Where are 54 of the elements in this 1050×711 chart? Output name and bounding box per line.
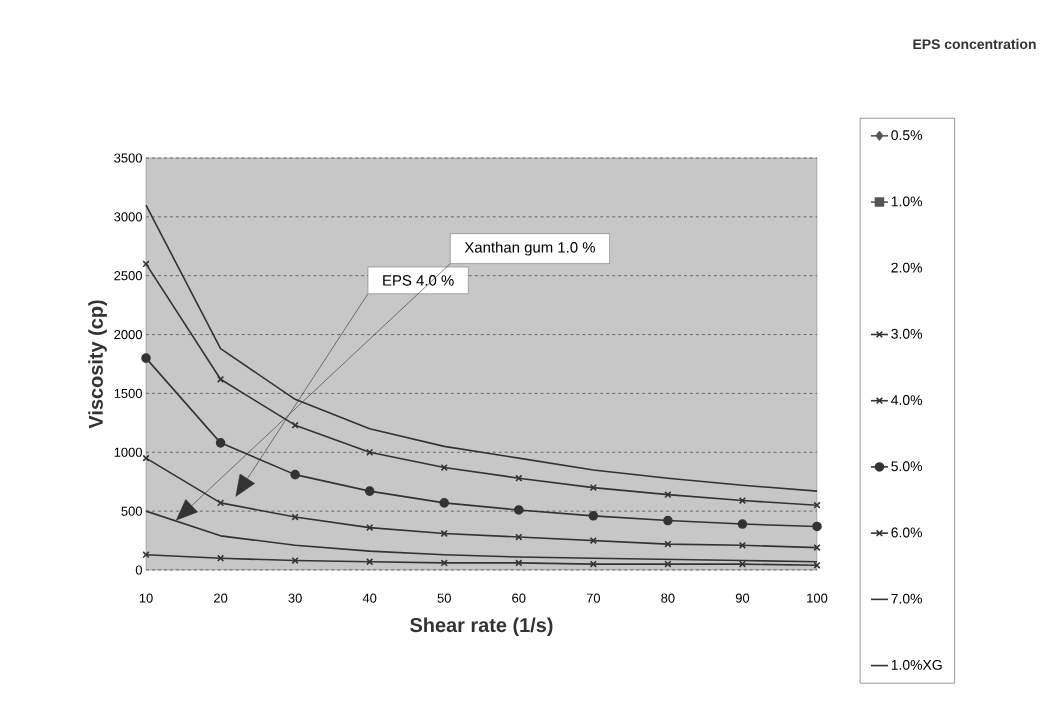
point (663, 515, 673, 526)
point (364, 486, 375, 496)
y-tick-label: 2000 (114, 329, 142, 340)
x-tick-label: 20 (214, 593, 228, 603)
point (290, 469, 300, 480)
legend-label: 4.0% (891, 395, 923, 405)
x-tick-label: 40 (362, 593, 377, 603)
point (514, 505, 524, 515)
legend-label: 6.0% (891, 527, 923, 538)
point (588, 511, 599, 521)
point (366, 523, 374, 532)
legend-label: 5.0% (891, 461, 923, 472)
point (664, 560, 672, 568)
point (366, 448, 374, 456)
point (439, 498, 450, 508)
point (291, 513, 299, 521)
x-tick-label: 10 (139, 593, 153, 603)
y-tick-label: 1500 (114, 388, 142, 398)
x-tick-label: 30 (288, 593, 302, 603)
y-axis-title: Viscosity (cp) (88, 300, 107, 429)
y-tick-label: 3500 (114, 153, 142, 163)
annotation: Xanthan gum 1.0 % (464, 241, 596, 256)
point (215, 438, 226, 448)
legend-label: 1.0% (891, 196, 923, 207)
x-tick-label: 60 (512, 593, 526, 603)
x-tick-label: 50 (437, 593, 451, 603)
y-tick-label: 2500 (114, 271, 142, 281)
x-tick-label: 90 (735, 593, 750, 603)
y-tick-label: 500 (121, 506, 142, 516)
point (737, 519, 748, 529)
x-axis-title: Shear rate (1/s) (410, 617, 553, 637)
point (812, 521, 822, 532)
legend-label: 0.5% (891, 130, 923, 141)
point (291, 421, 299, 429)
point (589, 483, 597, 492)
point (366, 558, 374, 566)
x-tick-label: 100 (807, 593, 828, 603)
point (515, 474, 523, 482)
point (738, 496, 747, 505)
annotation: EPS 4.0 % (383, 275, 454, 286)
text: 2.0% (891, 262, 923, 273)
x-tick-label: 80 (661, 593, 675, 603)
legend-label: 7.0% (891, 593, 923, 604)
point (664, 540, 672, 548)
y-tick-label: 1000 (114, 447, 142, 457)
legend-label: 1.0%XG (891, 659, 942, 670)
y-tick-label: 3000 (114, 212, 142, 222)
point (142, 260, 150, 268)
point (589, 536, 597, 545)
y-tick-label: 0 (135, 565, 142, 575)
point (141, 353, 151, 363)
x-tick-label: 70 (586, 593, 601, 603)
legend-title: EPS concentration (913, 38, 1036, 50)
legend-label: 3.0% (891, 328, 923, 339)
